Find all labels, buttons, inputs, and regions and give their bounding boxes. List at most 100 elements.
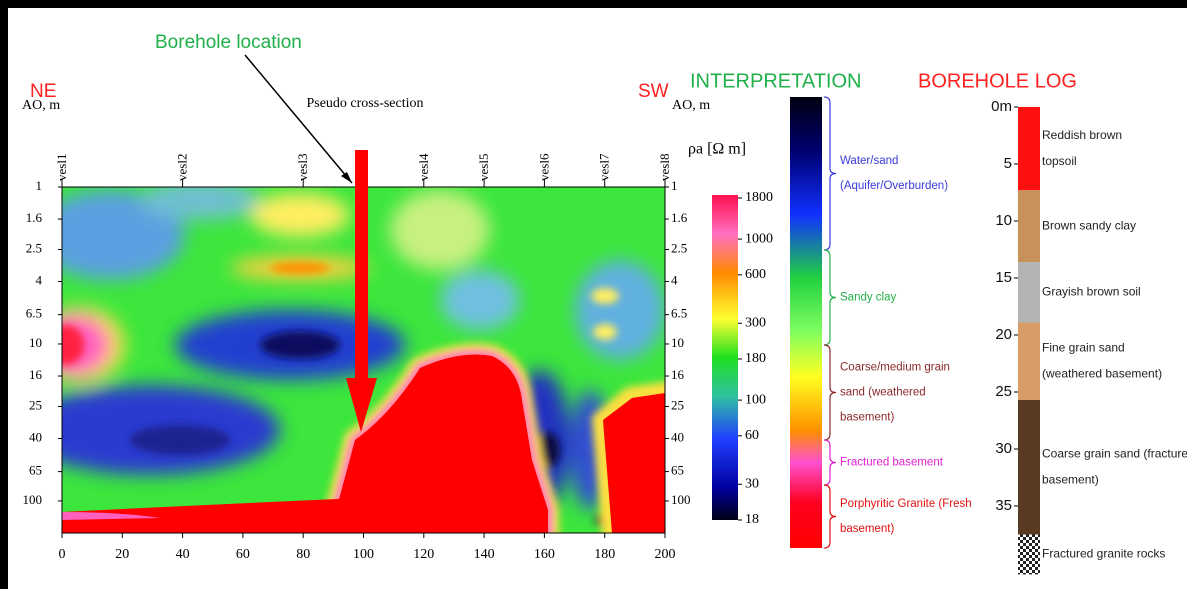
x-tick-label: 180 (594, 547, 615, 562)
zone-label: Water/sand (840, 155, 898, 167)
log-layer-label: Fractured granite rocks (1042, 547, 1165, 561)
zone-brace (823, 249, 837, 346)
right-direction: SW (638, 81, 669, 102)
station-label: vesl5 (476, 154, 491, 181)
colorbar-tick-label: 60 (745, 428, 759, 443)
y2-tick-label: 6.5 (671, 306, 687, 321)
y2-tick-label: 25 (671, 397, 684, 412)
x-tick-label: 160 (534, 547, 555, 562)
x-tick-label: 0 (59, 547, 66, 562)
depth-tick-label: 0m (991, 98, 1012, 115)
log-layer (1018, 262, 1040, 323)
depth-tick-label: 10 (995, 212, 1012, 229)
zone-brace (823, 484, 837, 549)
y2-tick-label: 1 (671, 178, 678, 193)
log-layer-label: Brown sandy clay (1042, 218, 1136, 232)
station-label: vesl3 (295, 154, 310, 181)
log-layer (1018, 534, 1040, 575)
frame-left (0, 0, 8, 589)
depth-tick-label: 35 (995, 497, 1012, 514)
y-tick-label: 1 (36, 178, 43, 193)
y2-tick-label: 65 (671, 463, 684, 478)
y2-tick-label: 2.5 (671, 240, 687, 255)
depth-tick-label: 15 (995, 269, 1012, 286)
log-layer-label: Coarse grain sand (fractured (1042, 446, 1187, 460)
y-tick-label: 100 (23, 492, 43, 507)
colorbar-tick-label: 1000 (745, 231, 773, 246)
colorbar-tick-label: 30 (745, 477, 759, 492)
interpretation-bar (790, 97, 822, 548)
x-tick-label: 40 (176, 547, 190, 562)
station-label: vesl7 (597, 153, 612, 181)
log-layer-label: topsoil (1042, 154, 1077, 168)
log-layer-label: basement) (1042, 472, 1099, 486)
zone-label: Sandy clay (840, 292, 897, 304)
y-tick-label: 10 (29, 335, 42, 350)
zone-brace (823, 96, 837, 251)
colorbar-label: ρa [Ω m] (688, 141, 746, 158)
zone-label: (Aquifer/Overburden) (840, 180, 948, 192)
colorbar-tick-label: 100 (745, 392, 766, 407)
y-tick-label: 1.6 (26, 210, 43, 225)
log-layer-label: Grayish brown soil (1042, 284, 1141, 298)
y-tick-label: 25 (29, 397, 42, 412)
colorbar-tick-label: 600 (745, 267, 766, 282)
zone-label: basement) (840, 412, 895, 424)
log-layer (1018, 399, 1040, 535)
station-label: vesl4 (416, 153, 431, 181)
y-tick-label: 2.5 (26, 240, 42, 255)
y2-tick-label: 40 (671, 429, 684, 444)
colorbar-tick-label: 300 (745, 316, 766, 331)
y-tick-label: 4 (36, 272, 43, 287)
x-tick-label: 200 (655, 547, 676, 562)
y2-tick-label: 4 (671, 272, 678, 287)
zone-label: sand (weathered (840, 387, 926, 399)
colorbar-tick-label: 18 (745, 512, 759, 527)
x-tick-label: 140 (474, 547, 495, 562)
frame-top (0, 0, 1187, 8)
x-tick-label: 100 (353, 547, 374, 562)
zone-label: Porphyritic Granite (Fresh (840, 498, 972, 510)
depth-tick-label: 5 (1004, 155, 1012, 172)
zone-label: basement) (840, 523, 895, 535)
borehole-log-title: BOREHOLE LOG (918, 70, 1077, 92)
y-tick-label: 65 (29, 463, 42, 478)
borehole-arrow-head (346, 378, 377, 432)
station-label: vesl8 (657, 154, 672, 181)
contour-field (62, 187, 665, 533)
chart-title: Pseudo cross-section (306, 96, 423, 111)
y2-axis-label: AO, m (672, 98, 710, 113)
x-tick-label: 80 (296, 547, 310, 562)
x-tick-label: 60 (236, 547, 250, 562)
left-direction: NE (30, 81, 56, 102)
borehole-arrow (355, 150, 368, 380)
log-layer (1018, 322, 1040, 400)
pointer-arrow-head (341, 172, 352, 183)
station-label: vesl1 (54, 154, 69, 181)
colorbar-tick-label: 1800 (745, 190, 773, 205)
zone-brace (823, 344, 837, 441)
station-label: vesl2 (175, 154, 190, 181)
pointer-arrow (244, 54, 353, 184)
y2-tick-label: 1.6 (671, 210, 688, 225)
interpretation-title: INTERPRETATION (690, 70, 861, 92)
y-tick-label: 16 (29, 367, 43, 382)
depth-tick-label: 30 (995, 440, 1012, 457)
depth-tick-label: 20 (995, 326, 1012, 343)
station-label: vesl6 (536, 153, 551, 181)
log-layer (1018, 190, 1040, 263)
zone-label: Fractured basement (840, 457, 944, 469)
y-axis-label: AO, m (22, 98, 60, 113)
colorbar-tick-label: 180 (745, 351, 766, 366)
y-tick-label: 6.5 (26, 306, 42, 321)
log-layer-label: Reddish brown (1042, 128, 1122, 142)
x-tick-label: 20 (115, 547, 129, 562)
depth-tick-label: 25 (995, 383, 1012, 400)
log-layer-label: (weathered basement) (1042, 366, 1162, 380)
log-layer-label: Fine grain sand (1042, 340, 1125, 354)
y-tick-label: 40 (29, 429, 42, 444)
zone-brace (823, 439, 837, 486)
y2-tick-label: 10 (671, 335, 684, 350)
y2-tick-label: 100 (671, 492, 691, 507)
